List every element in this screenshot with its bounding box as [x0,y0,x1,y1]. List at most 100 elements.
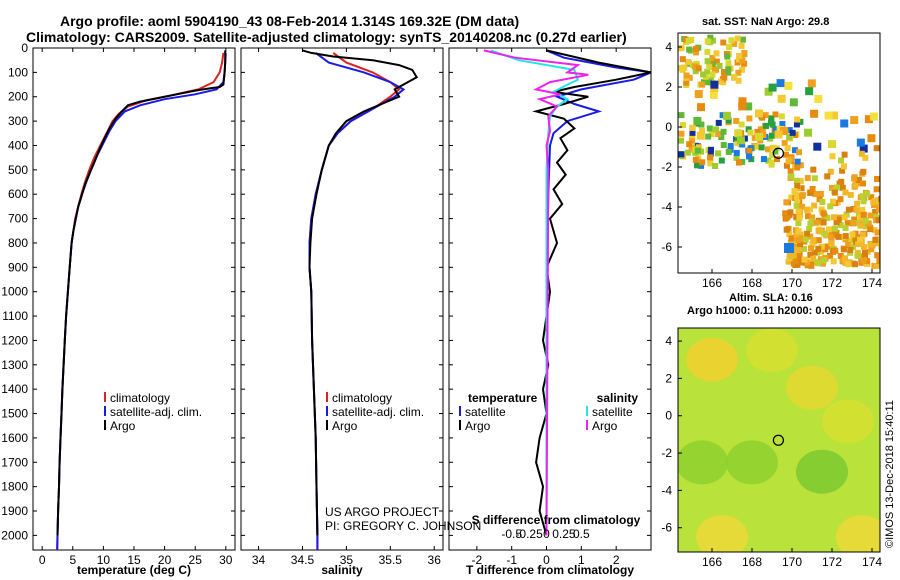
sst-cell [803,206,810,213]
sst-cell [797,162,804,169]
sst-cell [755,132,764,141]
sst-cell [813,142,822,151]
sst-cell [852,261,859,268]
sst-cell [864,115,873,124]
sst-cell [760,156,767,163]
sst-cell [789,129,796,136]
sst-cell [678,130,685,137]
sst-cell [694,147,701,154]
sst-cell [789,98,798,107]
sst-cell [860,244,867,251]
sst-cell [864,190,871,197]
panel-frame [240,47,444,551]
sst-cell [769,132,776,139]
sst-cell [841,214,848,221]
chart-panel-1 [32,47,236,551]
sst-cell [829,153,836,160]
depth-tick-label: 800 [8,236,28,250]
sla-blob [726,440,778,485]
sst-cell [791,147,798,154]
sst-cell [858,150,865,157]
sst-cell [726,43,733,50]
sst-cell [794,164,801,171]
sst-cell [828,140,837,149]
depth-tick-label: 1900 [1,504,28,518]
sst-cell [837,253,844,260]
sst-cell [765,157,772,164]
sst-cell [768,115,775,122]
sst-cell [764,146,771,153]
lat-tick-label: -4 [661,483,672,497]
sst-cell [723,111,732,120]
map-field [678,328,880,552]
depth-tick-label: 1700 [1,455,28,469]
sst-cell [801,256,808,263]
sst-cell [796,251,803,258]
sst-cell [741,60,748,67]
sst-cell [819,198,826,205]
x-tick-label: 0 [543,553,550,567]
sst-cell [860,257,867,264]
x-tick-label: 10 [97,553,111,567]
x-tick-label: 34 [252,553,266,567]
sst-cell [698,148,705,155]
sst-cell [735,56,742,63]
sst-cell [709,90,718,99]
sst-cell [859,207,866,214]
sst-cell [790,252,797,259]
sst-cell [837,222,844,229]
sst-cell [781,140,788,147]
sst-cell [709,71,716,78]
sst-cell [753,143,760,150]
sst-cell [817,190,824,197]
sst-cell [860,168,867,175]
x-tick-label: 20 [158,553,172,567]
sst-cell [873,262,880,269]
sst-cell [807,251,814,258]
sst-cell [850,116,859,125]
sst-cell [695,144,702,151]
sla-blob [686,337,738,382]
sst-cell [878,243,880,250]
sst-cell [795,228,802,235]
sst-cell [824,173,831,180]
sst-cell [804,230,811,237]
sst-cell [709,54,716,61]
legend-temp-satellite: satellite [465,405,506,419]
sst-cell [836,180,843,187]
sst-cell [828,233,835,240]
sst-cell [876,206,880,213]
sst-cell [738,102,747,111]
sst-cell [689,137,696,144]
sst-cell [724,53,731,60]
sst-cell [699,127,706,134]
sst-cell [802,236,809,243]
lon-tick-label: 174 [862,276,882,290]
series-group [483,49,651,536]
depth-tick-label: 400 [8,138,28,152]
sst-cell [678,112,685,119]
sst-cell [863,223,870,230]
sst-cell [856,138,865,147]
sst-cell [725,66,732,73]
sst-cell [684,149,691,156]
x-tick-label: 1 [578,553,585,567]
legend-argo: Argo [110,419,136,433]
sst-cell [831,225,838,232]
sla-blob [786,365,838,410]
sst-cell [847,237,854,244]
sst-cell [783,199,790,206]
sst-cell [788,173,795,180]
sst-cell [751,134,758,141]
sst-cell [819,260,826,267]
sst-cell [862,154,869,161]
sst-cell [854,200,861,207]
lat-tick-label: -6 [661,240,672,254]
sst-cell [876,257,880,264]
map-frame [677,32,881,274]
sst-cell [875,217,880,224]
sst-cell [773,156,780,163]
sst-cell [794,183,801,190]
x-tick-label: 35 [340,553,354,567]
sst-cell [845,261,852,268]
